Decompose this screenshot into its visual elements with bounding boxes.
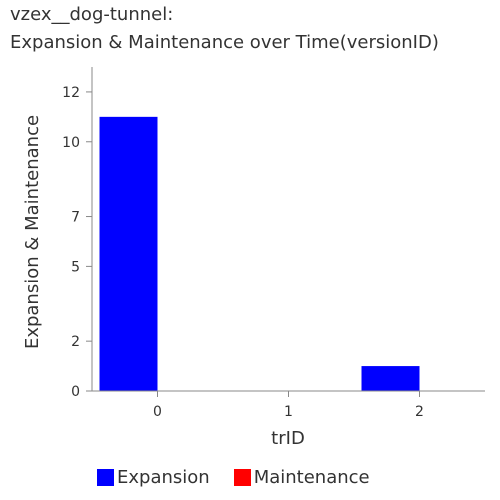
bar-expansion-0: [99, 116, 158, 391]
legend-label-expansion: Expansion: [117, 466, 210, 488]
bars-group: [99, 116, 420, 391]
x-tick-label-0: 0: [153, 404, 162, 420]
chart-title-line-1: vzex__dog-tunnel:: [10, 4, 174, 25]
legend: Expansion Maintenance: [97, 466, 394, 488]
y-axis-label: Expansion & Maintenance: [22, 115, 43, 349]
y-tick-label-0: 0: [71, 384, 80, 400]
y-tick-label-12: 12: [62, 85, 80, 101]
y-tick-label-5: 5: [71, 259, 80, 275]
legend-swatch-maintenance: [233, 468, 251, 486]
y-tick-label-10: 10: [62, 135, 80, 151]
x-tick-label-1: 1: [284, 404, 293, 420]
bar-expansion-2: [361, 366, 420, 391]
legend-item-expansion[interactable]: Expansion: [97, 467, 210, 488]
legend-swatch-expansion: [97, 468, 114, 486]
y-tick-label-2: 2: [71, 334, 80, 350]
y-tick-label-7: 7: [71, 210, 80, 226]
x-axis-label: trID: [271, 428, 305, 449]
x-tick-label-2: 2: [415, 404, 424, 420]
chart-title-line-2: Expansion & Maintenance over Time(versio…: [10, 32, 439, 53]
legend-item-maintenance[interactable]: Maintenance: [233, 466, 370, 488]
legend-label-maintenance: Maintenance: [253, 466, 370, 488]
